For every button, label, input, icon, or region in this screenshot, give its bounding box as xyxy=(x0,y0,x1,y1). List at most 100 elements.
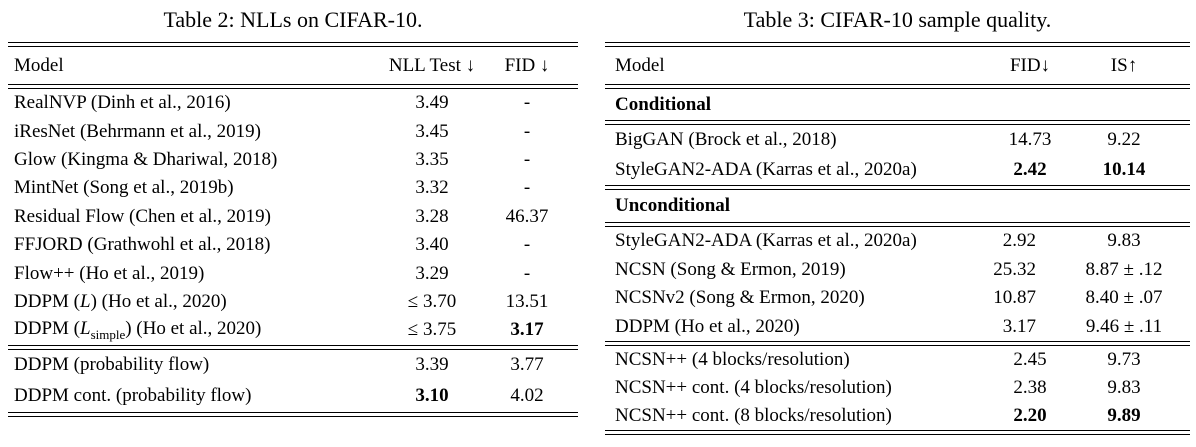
section-header-unconditional: Unconditional xyxy=(605,190,1190,222)
table-row: DDPM (Ho et al., 2020) 3.17 9.46 ± .11 xyxy=(605,313,1190,342)
model-cell: FFJORD (Grathwohl et al., 2018) xyxy=(14,234,271,256)
table-row: StyleGAN2-ADA (Karras et al., 2020a) 2.4… xyxy=(605,155,1190,185)
model-cell: DDPM (L) (Ho et al., 2020) xyxy=(8,291,376,313)
model-cell: NCSN (Song & Ermon, 2019) xyxy=(615,258,846,280)
table-row: NCSN++ cont. (8 blocks/resolution) 2.20 … xyxy=(605,402,1190,430)
model-text: ) (Ho et al., 2020) xyxy=(125,317,262,339)
table-rule xyxy=(605,120,1190,125)
column-header-model: Model xyxy=(615,54,665,76)
fid-cell: 2.38 xyxy=(1013,377,1047,398)
fid-cell: - xyxy=(523,177,531,199)
table2-body: RealNVP (Dinh et al., 2016) 3.49 - iResN… xyxy=(8,89,578,345)
fid-cell: - xyxy=(523,262,531,284)
model-cell: Residual Flow (Chen et al., 2019) xyxy=(14,205,271,227)
table3-ncsnpp-group: NCSN++ (4 blocks/resolution) 2.45 9.73 N… xyxy=(605,346,1190,430)
model-cell: MintNet (Song et al., 2019b) xyxy=(14,177,234,199)
model-cell: Flow++ (Ho et al., 2019) xyxy=(14,262,205,284)
table-row: FFJORD (Grathwohl et al., 2018) 3.40 - xyxy=(8,231,578,259)
is-cell: 9.22 xyxy=(1107,129,1141,150)
table-row: BigGAN (Brock et al., 2018) 14.73 9.22 xyxy=(605,125,1190,155)
table-row: NCSNv2 (Song & Ermon, 2020) 10.87 8.40 ±… xyxy=(605,284,1190,313)
nll-cell: ≤ 3.70 xyxy=(407,290,457,312)
fid-cell: 13.51 xyxy=(505,290,549,312)
fid-cell: 3.77 xyxy=(510,354,544,376)
is-cell: 9.73 xyxy=(1107,349,1141,370)
model-cell: NCSNv2 (Song & Ermon, 2020) xyxy=(615,287,865,309)
table-row: DDPM (Lsimple) (Ho et al., 2020) ≤ 3.75 … xyxy=(8,316,578,344)
table-rule xyxy=(8,344,578,350)
table-rule xyxy=(8,42,578,47)
model-cell: DDPM cont. (probability flow) xyxy=(14,385,252,407)
math-variable: L xyxy=(79,317,91,339)
model-cell: BigGAN (Brock et al., 2018) xyxy=(615,129,837,150)
table3: Table 3: CIFAR-10 sample quality. Model … xyxy=(605,0,1190,435)
model-cell: DDPM (Lsimple) (Ho et al., 2020) xyxy=(8,318,376,343)
column-header-fid: FID ↓ xyxy=(504,54,550,76)
table3-conditional-group: BigGAN (Brock et al., 2018) 14.73 9.22 S… xyxy=(605,125,1190,185)
fid-cell: 2.42 xyxy=(1013,159,1047,180)
model-cell: RealNVP (Dinh et al., 2016) xyxy=(14,92,231,114)
model-cell: DDPM (Ho et al., 2020) xyxy=(615,315,800,337)
table-row: DDPM (probability flow) 3.39 3.77 xyxy=(8,350,578,381)
table3-title: Table 3: CIFAR-10 sample quality. xyxy=(743,7,1052,32)
model-text: DDPM ( xyxy=(14,290,80,312)
is-cell: 9.83 xyxy=(1107,377,1141,398)
model-cell: iResNet (Behrmann et al., 2019) xyxy=(14,120,261,142)
table-row: Residual Flow (Chen et al., 2019) 3.28 4… xyxy=(8,203,578,231)
fid-cell: 3.17 xyxy=(510,319,544,341)
fid-cell: - xyxy=(523,120,531,142)
math-subscript: simple xyxy=(90,326,126,342)
table-row: iResNet (Behrmann et al., 2019) 3.45 - xyxy=(8,117,578,145)
table-row: Flow++ (Ho et al., 2019) 3.29 - xyxy=(8,259,578,287)
table-row: MintNet (Song et al., 2019b) 3.32 - xyxy=(8,174,578,202)
table-rule xyxy=(8,411,578,417)
nll-cell: 3.45 xyxy=(415,120,449,142)
nll-cell: 3.39 xyxy=(415,354,449,376)
table2: Table 2: NLLs on CIFAR-10. Model NLL Tes… xyxy=(8,0,578,417)
model-cell: Glow (Kingma & Dhariwal, 2018) xyxy=(14,148,278,170)
math-variable: L xyxy=(79,290,91,312)
section-label: Conditional xyxy=(615,93,712,115)
fid-cell: 4.02 xyxy=(510,385,544,407)
fid-cell: 3.17 xyxy=(1002,315,1036,337)
nll-cell: 3.28 xyxy=(415,205,449,227)
nll-cell: 3.40 xyxy=(415,234,449,256)
column-header-is: IS↑ xyxy=(1110,54,1138,76)
is-cell: 8.40 ± .07 xyxy=(1085,287,1163,309)
is-cell: 9.89 xyxy=(1107,405,1141,426)
fid-cell: 2.92 xyxy=(1002,230,1036,252)
nll-cell: 3.29 xyxy=(415,262,449,284)
column-header-nll-test: NLL Test ↓ xyxy=(388,54,476,76)
model-cell: DDPM (probability flow) xyxy=(14,354,210,376)
section-header-conditional: Conditional xyxy=(605,89,1190,120)
fid-cell: 10.87 xyxy=(993,287,1036,309)
fid-cell: - xyxy=(523,92,531,114)
table-row: Glow (Kingma & Dhariwal, 2018) 3.35 - xyxy=(8,146,578,174)
model-cell: NCSN++ cont. (4 blocks/resolution) xyxy=(615,377,892,398)
table-rule xyxy=(8,84,578,89)
table-row: RealNVP (Dinh et al., 2016) 3.49 - xyxy=(8,89,578,117)
table2-header-row: Model NLL Test ↓ FID ↓ xyxy=(8,47,578,84)
table-row: StyleGAN2-ADA (Karras et al., 2020a) 2.9… xyxy=(605,227,1190,256)
table-rule xyxy=(605,341,1190,346)
model-cell: StyleGAN2-ADA (Karras et al., 2020a) xyxy=(615,230,917,252)
table-rule xyxy=(605,84,1190,89)
section-label: Unconditional xyxy=(615,195,731,216)
table2-footer: DDPM (probability flow) 3.39 3.77 DDPM c… xyxy=(8,350,578,412)
model-cell: NCSN++ cont. (8 blocks/resolution) xyxy=(615,405,892,426)
nll-cell: 3.35 xyxy=(415,148,449,170)
column-header-model: Model xyxy=(14,54,64,76)
nll-cell: 3.10 xyxy=(415,385,449,407)
table-rule xyxy=(605,185,1190,190)
table-row: DDPM cont. (probability flow) 3.10 4.02 xyxy=(8,381,578,412)
is-cell: 10.14 xyxy=(1102,159,1146,180)
nll-cell: ≤ 3.75 xyxy=(407,319,457,341)
nll-cell: 3.32 xyxy=(415,177,449,199)
fid-cell: - xyxy=(523,234,531,256)
model-cell: NCSN++ (4 blocks/resolution) xyxy=(615,349,850,370)
table-row: NCSN++ (4 blocks/resolution) 2.45 9.73 xyxy=(605,346,1190,374)
is-cell: 8.87 ± .12 xyxy=(1085,258,1163,280)
is-cell: 9.83 xyxy=(1107,230,1141,252)
fid-cell: - xyxy=(523,148,531,170)
table-row: NCSN (Song & Ermon, 2019) 25.32 8.87 ± .… xyxy=(605,256,1190,285)
